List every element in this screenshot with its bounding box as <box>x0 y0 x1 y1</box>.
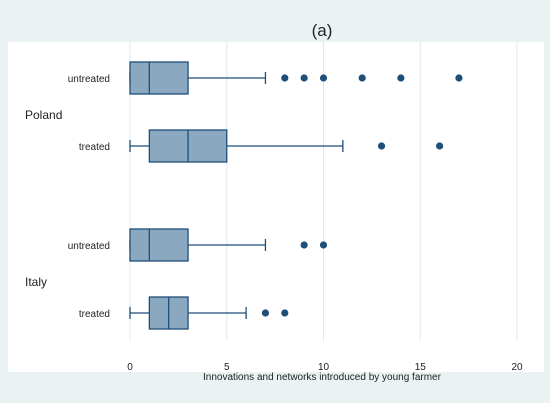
category-label: untreated <box>68 241 110 252</box>
x-tick-label: 20 <box>511 362 523 373</box>
outlier-point <box>358 74 366 82</box>
category-label: treated <box>79 142 110 153</box>
chart-title: (a) <box>312 21 333 40</box>
group-label: Italy <box>25 275 47 289</box>
outlier-point <box>281 74 289 82</box>
outlier-point <box>397 74 405 82</box>
outlier-point <box>300 241 308 249</box>
outlier-point <box>436 142 444 150</box>
outlier-point <box>377 142 386 150</box>
outlier-point <box>281 309 289 317</box>
group-label: Poland <box>25 108 62 122</box>
box-iqr <box>129 228 189 262</box>
box-iqr <box>129 61 189 95</box>
x-tick-label: 10 <box>318 362 330 373</box>
category-label: untreated <box>68 74 110 85</box>
category-label: treated <box>79 309 110 320</box>
x-tick-label: 5 <box>224 362 230 373</box>
box-layer <box>129 61 463 330</box>
outlier-point <box>319 241 328 249</box>
x-tick-label: 15 <box>415 362 427 373</box>
x-axis-label: Innovations and networks introduced by y… <box>203 372 442 383</box>
label-layer: 0 5 10 15 20 Poland untreated treated Italy untre… <box>25 74 523 373</box>
outlier-point <box>319 74 328 82</box>
outlier-point <box>300 74 308 82</box>
outlier-point <box>261 309 270 317</box>
x-tick-label: 0 <box>127 362 133 373</box>
outlier-point <box>455 74 463 82</box>
plot-area <box>8 42 544 372</box>
